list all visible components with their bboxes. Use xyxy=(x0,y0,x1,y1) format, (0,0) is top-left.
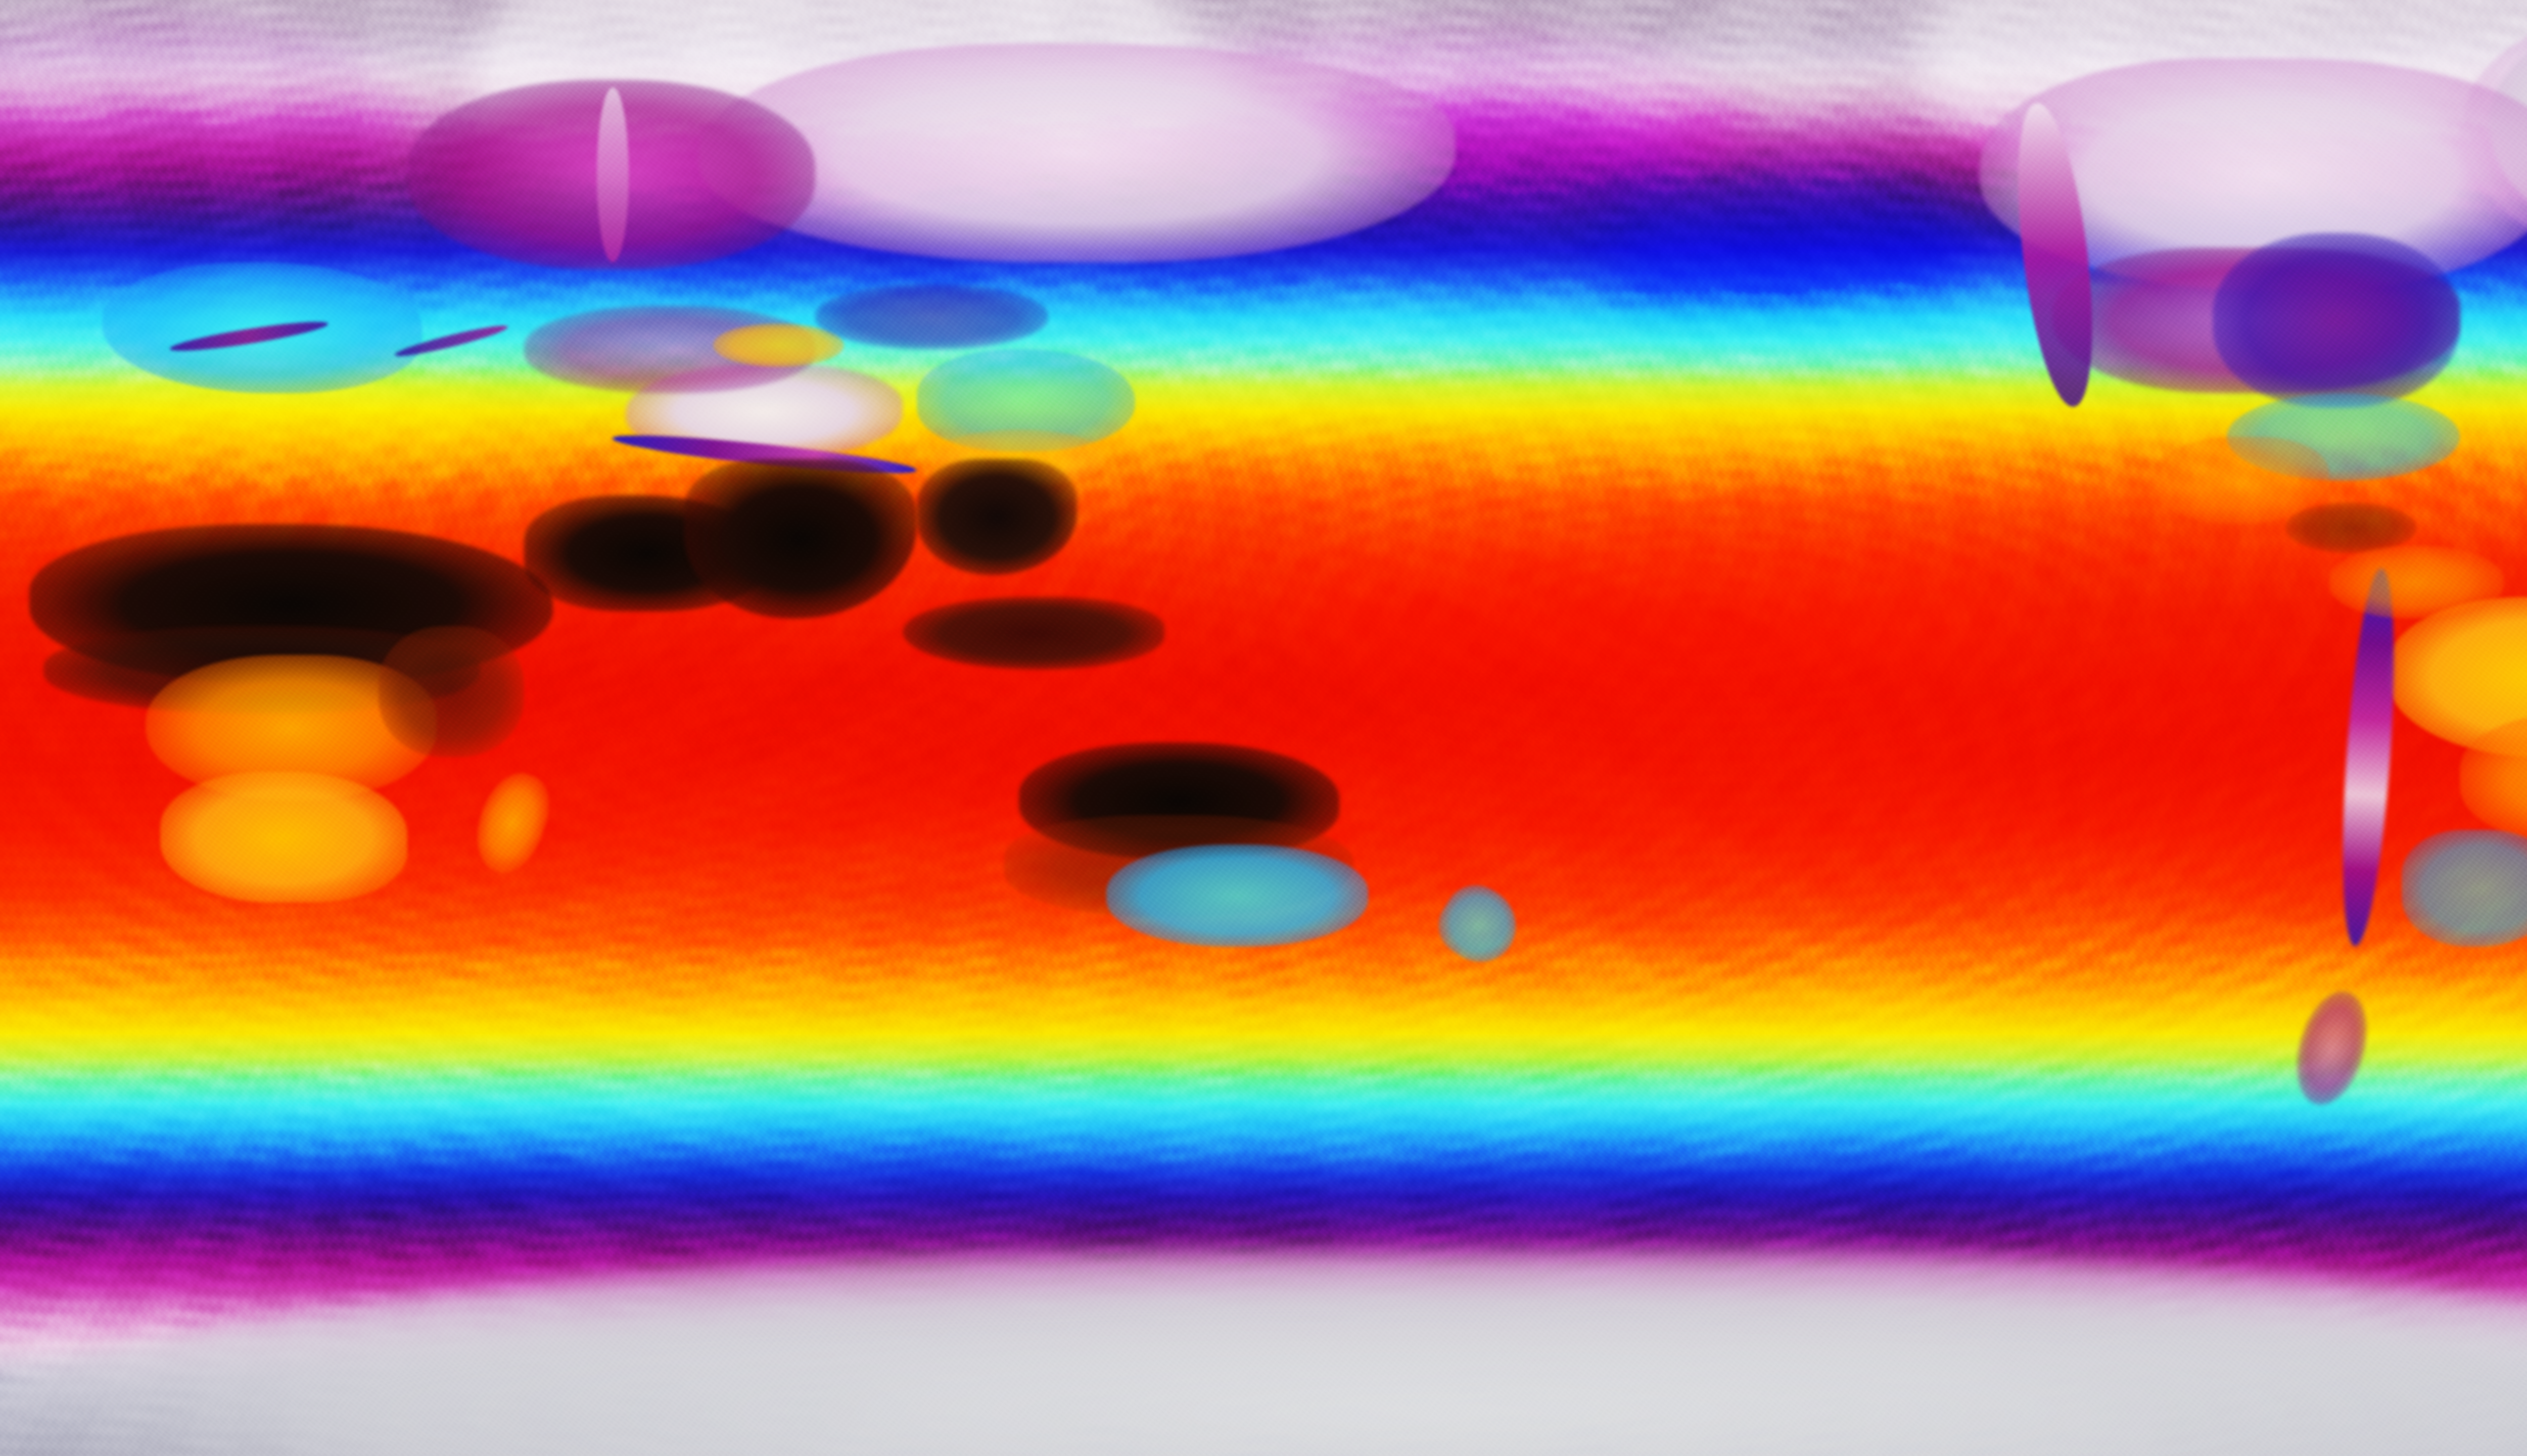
atmospheric-softening xyxy=(0,0,2527,1456)
temperature-map-canvas xyxy=(0,0,2527,1456)
